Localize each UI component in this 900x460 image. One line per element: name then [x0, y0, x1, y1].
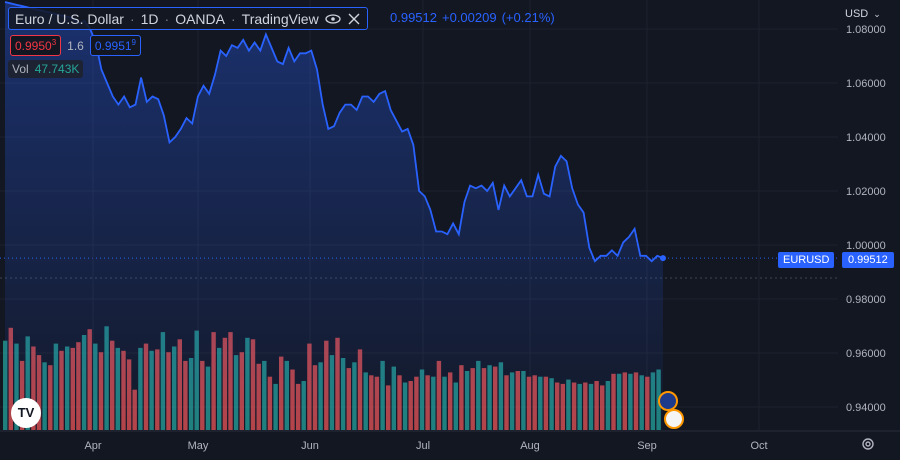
volume-value: 47.743K	[34, 62, 80, 76]
x-tick-label: Sep	[637, 440, 657, 452]
symbol-name: Euro / U.S. Dollar	[15, 10, 124, 27]
symbol-header[interactable]: Euro / U.S. Dollar · 1D · OANDA · Tradin…	[8, 7, 368, 30]
y-tick-label: 1.08000	[846, 24, 886, 36]
eu-flag-icon[interactable]	[658, 391, 678, 411]
currency-selector[interactable]: USD ⌄	[845, 8, 881, 20]
y-tick-label: 0.96000	[846, 348, 886, 360]
gear-icon[interactable]	[860, 436, 876, 452]
chevron-down-icon: ⌄	[873, 9, 881, 19]
bid-price: 0.9950	[15, 39, 52, 53]
last-price-tag: 0.99512	[842, 252, 894, 268]
platform-label: TradingView	[241, 10, 319, 27]
us-flag-icon[interactable]	[664, 409, 684, 429]
currency-label: USD	[845, 8, 869, 20]
quote-row: 0.99503 1.6 0.99519	[10, 35, 141, 56]
change-value: +0.00209	[442, 10, 497, 25]
x-tick-label: Oct	[750, 440, 767, 452]
y-tick-label: 1.02000	[846, 186, 886, 198]
x-tick-label: Aug	[520, 440, 540, 452]
last-value: 0.99512	[390, 10, 437, 25]
y-tick-label: 0.94000	[846, 402, 886, 414]
x-tick-label: Apr	[84, 440, 101, 452]
symbol-tag: EURUSD	[778, 252, 835, 268]
y-axis: 1.08000 1.06000 1.04000 1.02000 1.00000 0.980…	[846, 24, 886, 414]
ask-price-sup: 9	[131, 38, 136, 47]
separator-dot-icon: ·	[129, 10, 135, 27]
tradingview-logo-icon[interactable]: TV	[11, 398, 41, 428]
volume-legend[interactable]: Vol 47.743K	[8, 60, 84, 78]
broker-label: OANDA	[175, 10, 225, 27]
interval-label[interactable]: 1D	[140, 10, 159, 27]
x-axis: Apr May Jun Jul Aug Sep Oct	[0, 430, 900, 452]
ask-price: 0.9951	[94, 39, 132, 53]
y-tick-label: 1.04000	[846, 132, 886, 144]
buy-button[interactable]: 0.99519	[89, 35, 141, 56]
volume-label: Vol	[12, 62, 29, 76]
change-percent: (+0.21%)	[501, 10, 555, 25]
close-icon[interactable]	[347, 12, 361, 26]
y-tick-label: 1.06000	[846, 78, 886, 90]
bid-price-sup: 3	[51, 38, 57, 47]
sell-button[interactable]: 0.99503	[10, 35, 62, 56]
price-line	[4, 1, 664, 263]
y-tick-label: 0.98000	[846, 294, 886, 306]
x-tick-label: May	[188, 440, 209, 452]
x-tick-label: Jun	[301, 440, 319, 452]
spread-value: 1.6	[67, 38, 84, 53]
price-change-readout: 0.99512 +0.00209 (+0.21%)	[390, 10, 555, 25]
separator-dot-icon: ·	[230, 10, 236, 27]
last-point	[660, 255, 666, 262]
price-area	[5, 2, 663, 430]
separator-dot-icon: ·	[164, 10, 170, 27]
x-tick-label: Jul	[416, 440, 430, 452]
eye-icon[interactable]	[325, 13, 341, 24]
y-tick-label: 1.00000	[846, 240, 886, 252]
